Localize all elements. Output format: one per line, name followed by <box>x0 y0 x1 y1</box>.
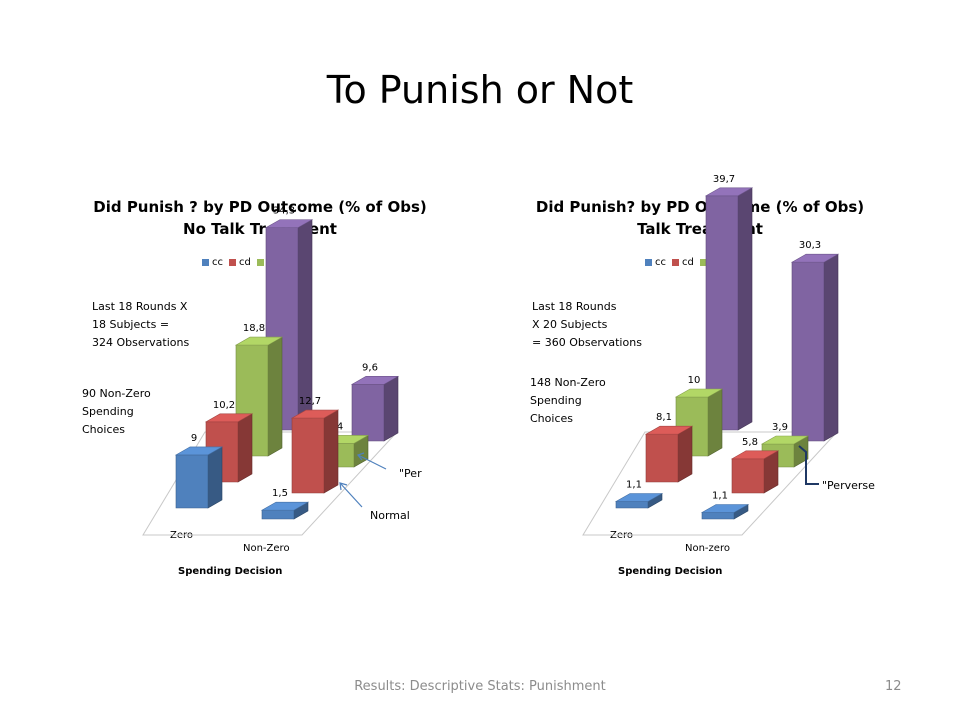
chart-2-nonzero-note: 148 Non-Zero Spending Choices <box>530 374 606 428</box>
data-label-cd: 12,7 <box>299 396 321 407</box>
bar-cd-side <box>677 425 693 483</box>
data-label-dc: 10 <box>688 375 701 386</box>
bar-cd-side <box>237 413 253 483</box>
bar-dd-front <box>351 384 385 442</box>
chart-1-observations-note: Last 18 Rounds X 18 Subjects = 324 Obser… <box>92 298 189 352</box>
bar-dd-side <box>737 187 753 431</box>
legend-swatch-dc <box>699 259 707 266</box>
chart-2-xlabel: Spending Decision <box>618 566 723 577</box>
bar-cd-side <box>323 409 339 494</box>
legend-swatch-cc <box>645 259 652 266</box>
legend-label: cd <box>682 257 694 268</box>
data-label-dc: 3,9 <box>772 422 788 433</box>
note-line: 324 Observations <box>92 336 190 349</box>
note-line: Spending <box>82 405 134 418</box>
legend-label: cc <box>655 257 666 268</box>
chart-2-bars: 30,3 39,7 3,9 10 5,8 8,1 1,1 1,1 <box>614 174 840 520</box>
bar-dd-top <box>704 187 754 197</box>
chart-1-nonzero-note: 90 Non-Zero Spending Choices <box>82 385 151 439</box>
legend-item-cd: cd <box>229 257 251 268</box>
bar-dd-top <box>264 219 314 228</box>
chart-1-normal-arrow <box>339 482 363 508</box>
chart-1-perverse-label: "Per <box>399 467 422 480</box>
bar-cc-top <box>614 493 664 502</box>
legend-swatch-dc <box>256 259 264 266</box>
bar-cd-front <box>731 458 765 494</box>
bar-dd-side <box>383 375 399 442</box>
note-line: Last 18 Rounds X <box>92 300 188 313</box>
legend-swatch-cd <box>672 259 679 266</box>
chart-2-category-nonzero: Non-zero <box>685 543 730 554</box>
legend-item-cc: cc <box>202 257 223 268</box>
note-line: = 360 Observations <box>532 336 642 349</box>
bar-cc-top <box>260 501 310 511</box>
data-label-cc: 9 <box>191 433 197 444</box>
bar-cd-front <box>291 417 325 494</box>
slide-footer: Results: Descriptive Stats: Punishment <box>354 679 606 694</box>
page-number: 12 <box>885 679 902 694</box>
bar-dc-top <box>760 435 810 445</box>
chart-2-title: Did Punish? by PD Outcome (% of Obs) <box>535 198 865 216</box>
bar-dd-top <box>350 376 400 385</box>
bar-dc-top <box>234 336 284 346</box>
chart-2-perverse-label: "Perverse <box>822 479 875 492</box>
data-label-cc: 1,1 <box>712 491 728 502</box>
data-label-dc: 4 <box>337 421 343 432</box>
legend-item-cc: cc <box>645 257 666 268</box>
chart-2-perverse-bracket <box>798 445 819 485</box>
note-line: Choices <box>530 412 573 425</box>
chart-1-normal-label: Normal <box>370 509 410 522</box>
bar-cd-front <box>645 433 679 483</box>
data-label-cd: 10,2 <box>213 400 235 411</box>
bar-dc-side <box>267 336 283 457</box>
legend-swatch-cc <box>202 259 209 266</box>
note-line: X 20 Subjects <box>532 318 608 331</box>
bar-cc-front <box>175 454 209 509</box>
data-label-cd: 5,8 <box>742 437 758 448</box>
chart-1-xlabel: Spending Decision <box>178 566 283 577</box>
chart-2-observations-note: Last 18 Rounds X 20 Subjects = 360 Obser… <box>532 298 642 352</box>
bar-dc-side <box>707 388 723 457</box>
data-label-dd: 39,7 <box>713 174 735 185</box>
legend-label: cc <box>212 257 223 268</box>
note-line: 18 Subjects = <box>92 318 170 331</box>
data-label-dd: 34,3 <box>273 206 295 217</box>
chart-1-normal-arrowhead <box>339 482 348 491</box>
note-line: Choices <box>82 423 125 436</box>
legend-item-cd: cd <box>672 257 694 268</box>
bar-cd-top <box>290 409 340 419</box>
data-label-dc: 18,8 <box>243 323 265 334</box>
chart-1-bars: 9,6 34,3 4 18,8 12,7 10,2 1,5 9 <box>174 206 400 520</box>
chart-1-title: Did Punish ? by PD Outcome (% of Obs) <box>93 198 427 216</box>
legend-swatch-cd <box>229 259 236 266</box>
note-line: 148 Non-Zero <box>530 376 606 389</box>
slide-title: To Punish or Not <box>326 68 634 112</box>
bar-cc-front <box>701 512 735 520</box>
bar-cc-front <box>615 501 649 509</box>
bar-cc-side <box>207 446 223 509</box>
legend-label: cd <box>239 257 251 268</box>
chart-1-perverse-arrow <box>357 454 387 470</box>
bar-cc-front <box>261 509 295 520</box>
bar-cd-top <box>730 450 780 460</box>
bar-dc-top <box>674 388 724 398</box>
bar-dd-front <box>791 261 825 442</box>
chart-1-perverse-arrowhead <box>356 452 365 461</box>
bar-cd-top <box>644 425 694 435</box>
chart-1-category-nonzero: Non-Zero <box>243 543 290 554</box>
data-label-cd: 8,1 <box>656 412 672 423</box>
bar-dd-side <box>823 253 839 442</box>
bar-cc-top <box>700 504 750 513</box>
note-line: Last 18 Rounds <box>532 300 617 313</box>
data-label-cc: 1,5 <box>272 488 288 499</box>
note-line: Spending <box>530 394 582 407</box>
note-line: 90 Non-Zero <box>82 387 151 400</box>
bar-cd-top <box>204 413 254 423</box>
bar-dd-top <box>790 253 840 263</box>
data-label-cc: 1,1 <box>626 480 642 491</box>
data-label-dd: 30,3 <box>799 240 821 251</box>
data-label-dd: 9,6 <box>362 362 378 373</box>
bar-cc-top <box>174 446 224 456</box>
